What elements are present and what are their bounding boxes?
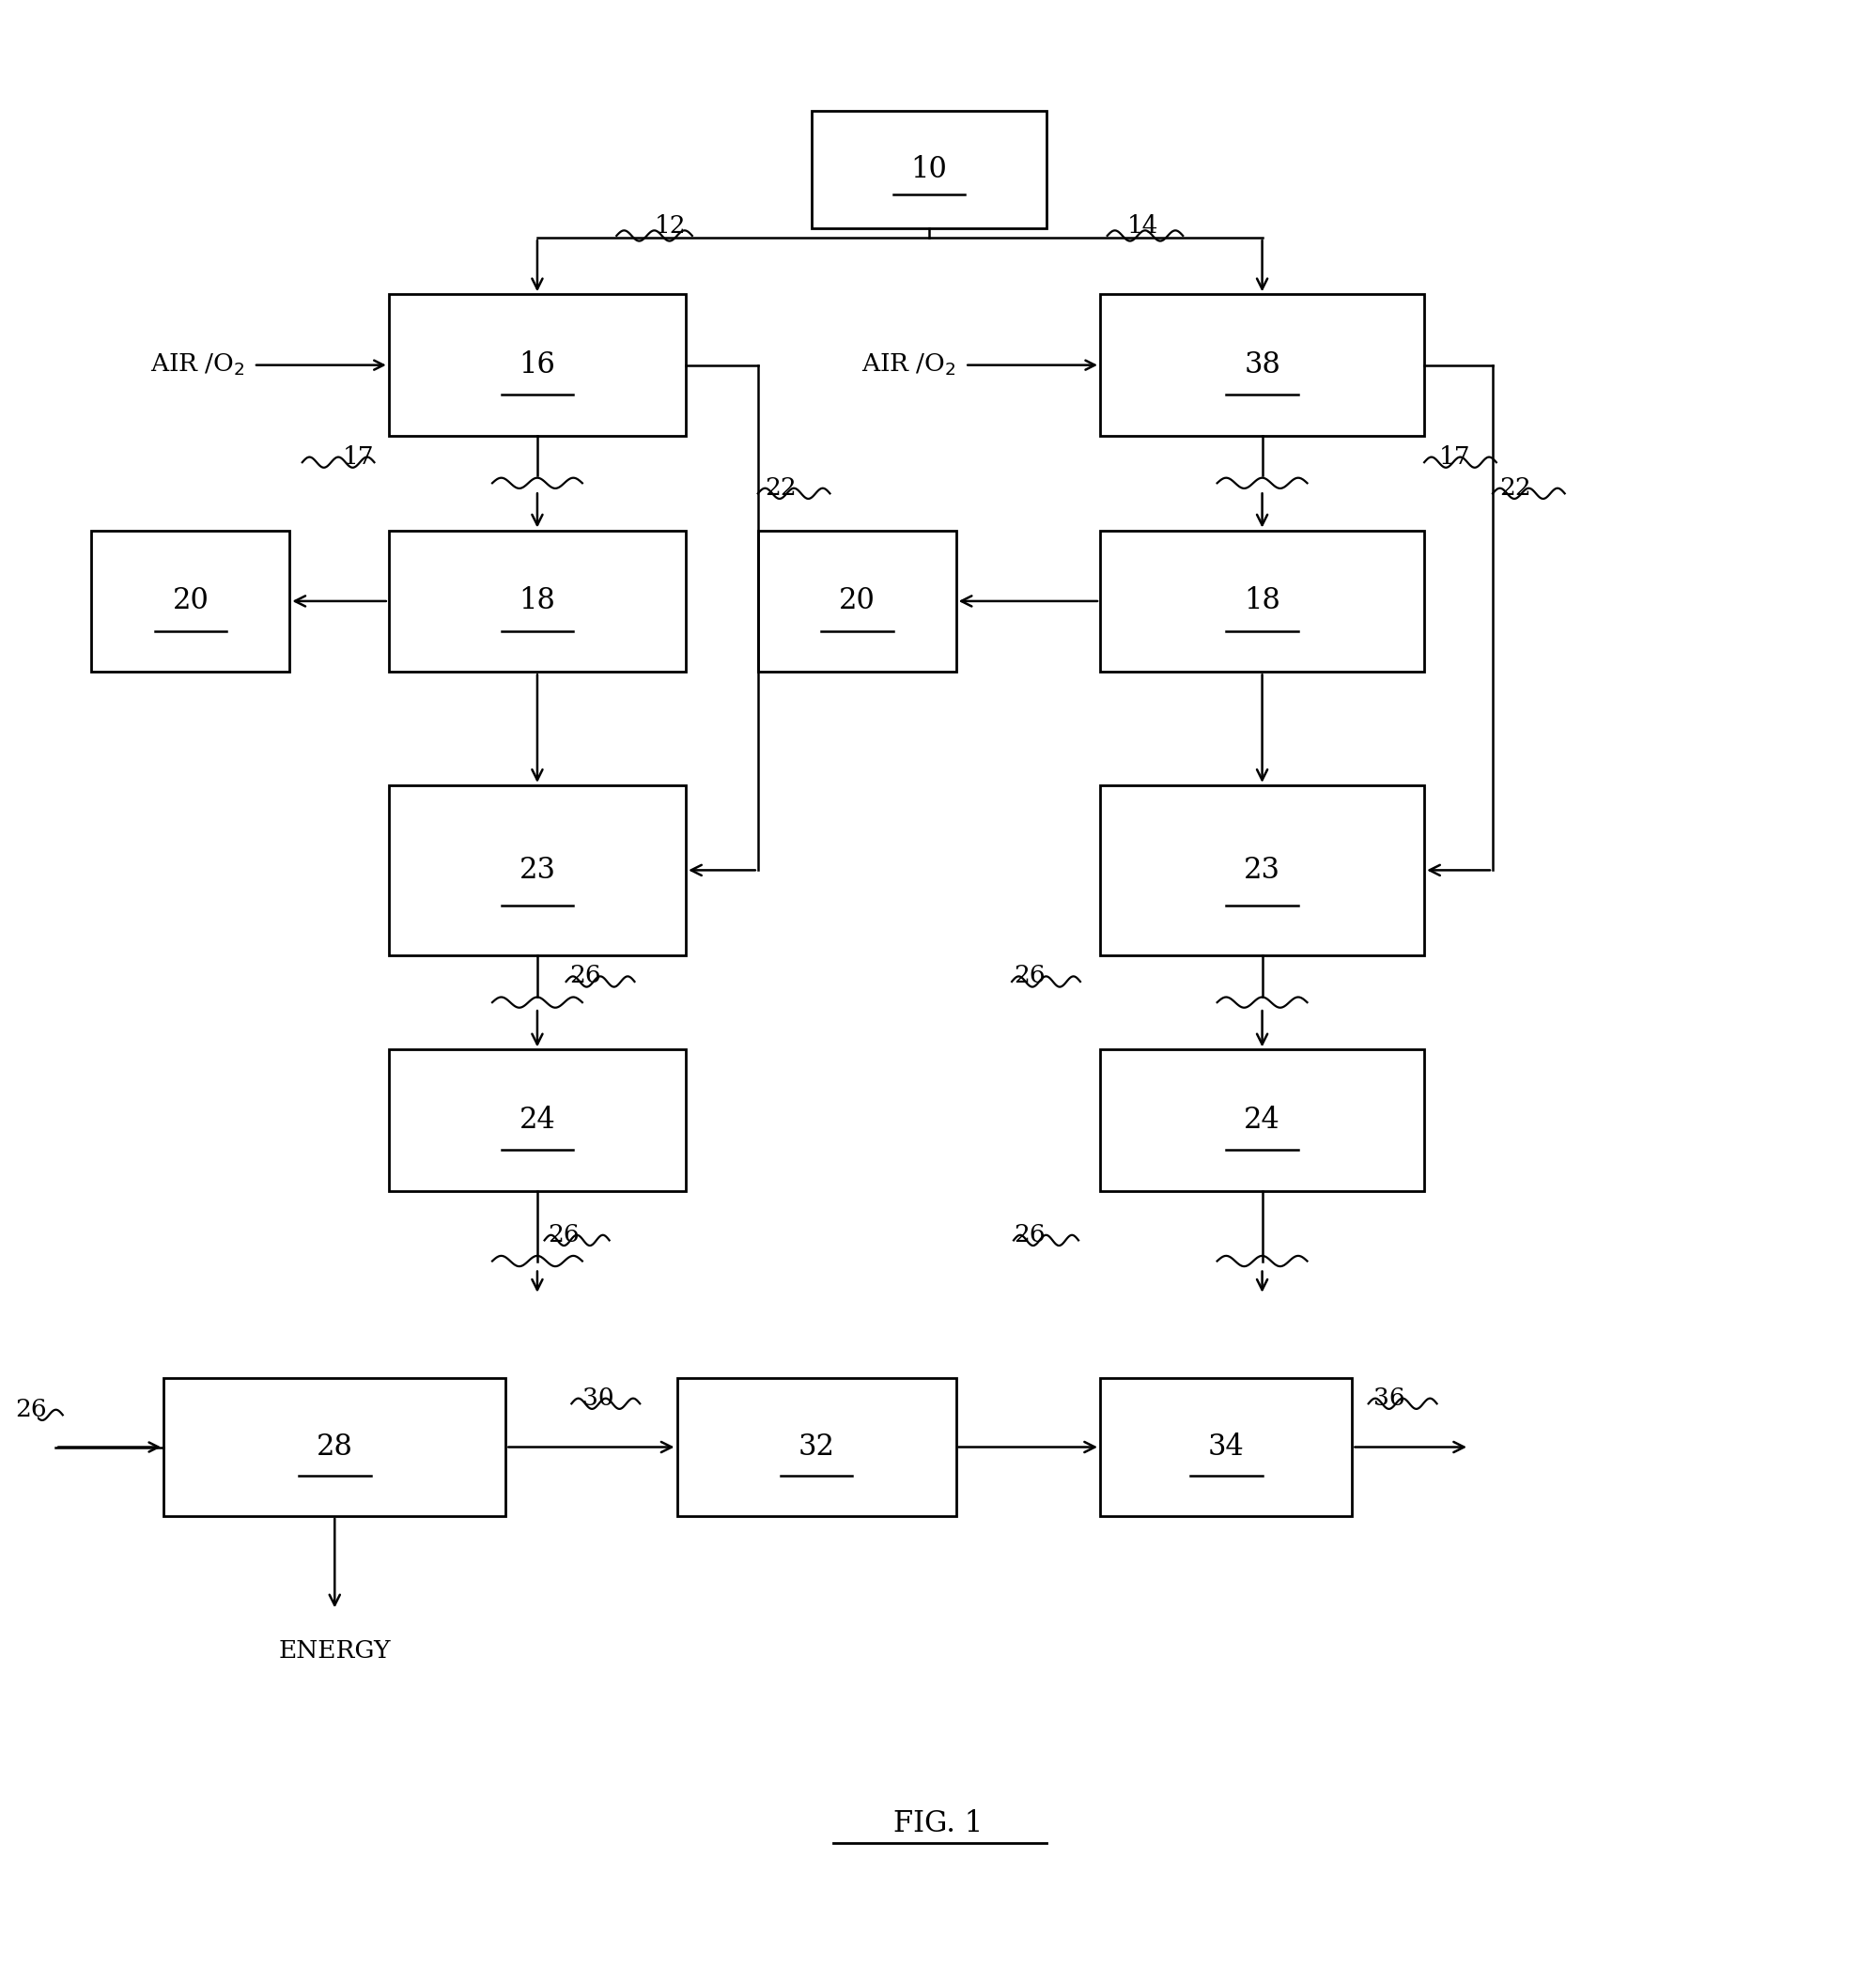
FancyBboxPatch shape	[1099, 295, 1424, 437]
Text: ENERGY: ENERGY	[278, 1639, 390, 1662]
Text: 32: 32	[797, 1432, 835, 1461]
Text: 18: 18	[1244, 586, 1281, 616]
Text: 28: 28	[317, 1432, 353, 1461]
Text: 17: 17	[343, 445, 375, 468]
Text: 26: 26	[548, 1223, 580, 1247]
Text: 24: 24	[520, 1105, 555, 1135]
Text: 22: 22	[1501, 476, 1531, 500]
Text: 26: 26	[15, 1399, 47, 1420]
Text: 22: 22	[765, 476, 797, 500]
FancyBboxPatch shape	[388, 295, 687, 437]
Text: 18: 18	[520, 586, 555, 616]
Text: 26: 26	[570, 964, 602, 987]
Text: FIG. 1: FIG. 1	[893, 1810, 983, 1839]
Text: 10: 10	[910, 155, 947, 185]
FancyBboxPatch shape	[812, 110, 1047, 228]
Text: 20: 20	[173, 586, 208, 616]
FancyBboxPatch shape	[1099, 1379, 1353, 1517]
Text: 14: 14	[1127, 214, 1159, 238]
Text: 20: 20	[839, 586, 876, 616]
FancyBboxPatch shape	[677, 1379, 957, 1517]
FancyBboxPatch shape	[1099, 785, 1424, 956]
Text: 12: 12	[655, 214, 687, 238]
Text: 34: 34	[1208, 1432, 1244, 1461]
Text: 26: 26	[1013, 964, 1045, 987]
Text: 23: 23	[520, 856, 555, 885]
Text: 17: 17	[1439, 445, 1471, 468]
FancyBboxPatch shape	[758, 531, 957, 673]
FancyBboxPatch shape	[1099, 1050, 1424, 1192]
FancyBboxPatch shape	[388, 1050, 687, 1192]
Text: 16: 16	[520, 350, 555, 380]
FancyBboxPatch shape	[163, 1379, 507, 1517]
Text: 36: 36	[1373, 1387, 1405, 1410]
FancyBboxPatch shape	[388, 785, 687, 956]
Text: AIR /O$_2$: AIR /O$_2$	[861, 352, 957, 378]
Text: 26: 26	[1013, 1223, 1045, 1247]
Text: AIR /O$_2$: AIR /O$_2$	[150, 352, 244, 378]
FancyBboxPatch shape	[388, 531, 687, 673]
FancyBboxPatch shape	[1099, 531, 1424, 673]
Text: 24: 24	[1244, 1105, 1281, 1135]
Text: 38: 38	[1244, 350, 1281, 380]
FancyBboxPatch shape	[92, 531, 289, 673]
Text: 30: 30	[582, 1387, 613, 1410]
Text: 23: 23	[1244, 856, 1281, 885]
